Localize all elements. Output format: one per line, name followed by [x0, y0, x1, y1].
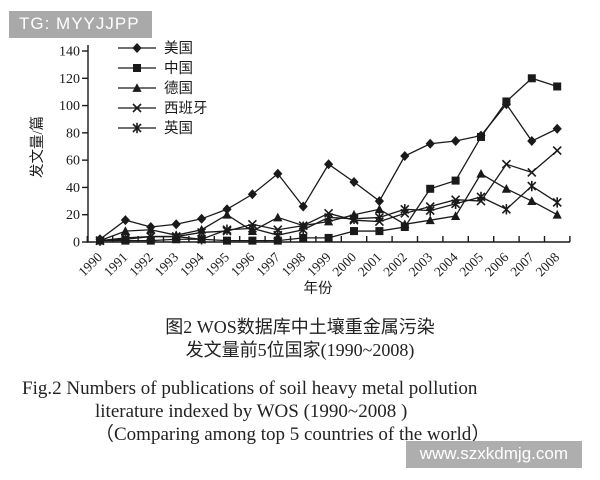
- svg-text:2006: 2006: [482, 249, 512, 279]
- chart-svg: 0204060801001201401990199119921993199419…: [28, 40, 571, 297]
- svg-text:1999: 1999: [304, 249, 334, 279]
- axes: [82, 45, 571, 243]
- watermark-text: www.szxkdmjg.com: [405, 441, 582, 468]
- legend-item-1: 美国: [118, 40, 193, 57]
- x-tick-labels: 1990199119921993199419951996199719981999…: [75, 249, 562, 279]
- y-tick-labels: 0 20 40 60 80 100 120 140: [59, 45, 80, 251]
- line-chart: 0 20 40 60 80 100 120 140 1990 1991 1992 1993 1994 19…: [28, 40, 571, 297]
- legend-label: 西班牙: [164, 100, 208, 117]
- svg-text:1996: 1996: [228, 249, 258, 279]
- y-axis-title: 发文量/篇: [28, 116, 46, 178]
- svg-text:40: 40: [66, 181, 80, 196]
- svg-text:2003: 2003: [406, 249, 436, 279]
- caption-english: Fig.2 Numbers of publications of soil he…: [22, 377, 588, 446]
- caption-zh-line1: 图2 WOS数据库中土壤重金属污染: [165, 317, 435, 337]
- svg-text:120: 120: [59, 72, 80, 87]
- svg-text:0: 0: [73, 236, 80, 251]
- legend-label: 德国: [164, 80, 193, 97]
- svg-text:2007: 2007: [507, 249, 537, 279]
- tag-badge: TG: MYYJJPP: [9, 11, 152, 38]
- caption-en-line1: Fig.2 Numbers of publications of soil he…: [22, 378, 478, 399]
- caption-en-line3: （Comparing among top 5 countries of the …: [95, 424, 491, 445]
- legend-label: 美国: [164, 40, 193, 57]
- svg-text:1991: 1991: [101, 250, 131, 280]
- svg-text:2000: 2000: [329, 249, 359, 279]
- svg-text:2001: 2001: [355, 250, 385, 280]
- legend-label: 中国: [164, 60, 193, 77]
- legend-item-3: 德国: [118, 80, 193, 97]
- legend-label: 英国: [164, 119, 193, 137]
- legend-item-4: 西班牙: [118, 100, 208, 117]
- svg-text:1995: 1995: [202, 249, 232, 279]
- svg-text:2005: 2005: [456, 249, 486, 279]
- legend-item-2: 中国: [118, 60, 193, 77]
- legend-item-5: 英国: [118, 119, 193, 137]
- svg-text:80: 80: [66, 126, 80, 141]
- svg-text:1993: 1993: [152, 249, 182, 279]
- svg-text:2008: 2008: [533, 249, 563, 279]
- x-axis-title: 年份: [304, 280, 333, 297]
- svg-text:1997: 1997: [253, 249, 283, 279]
- series-triangle: [95, 168, 562, 245]
- caption-en-line2: literature indexed by WOS (1990~2008 ): [95, 401, 408, 422]
- svg-text:2002: 2002: [380, 250, 410, 280]
- svg-text:1992: 1992: [126, 250, 156, 280]
- svg-text:20: 20: [66, 208, 80, 223]
- caption-chinese: 图2 WOS数据库中土壤重金属污染 发文量前5位国家(1990~2008): [0, 316, 600, 362]
- svg-text:140: 140: [59, 45, 80, 60]
- svg-text:1998: 1998: [279, 249, 309, 279]
- series-asterisk: [95, 180, 562, 246]
- svg-text:100: 100: [59, 99, 80, 114]
- svg-text:2004: 2004: [431, 249, 461, 279]
- caption-zh-line2: 发文量前5位国家(1990~2008): [185, 340, 415, 360]
- svg-text:60: 60: [66, 154, 80, 169]
- svg-text:1990: 1990: [75, 249, 105, 279]
- svg-text:1994: 1994: [177, 249, 207, 279]
